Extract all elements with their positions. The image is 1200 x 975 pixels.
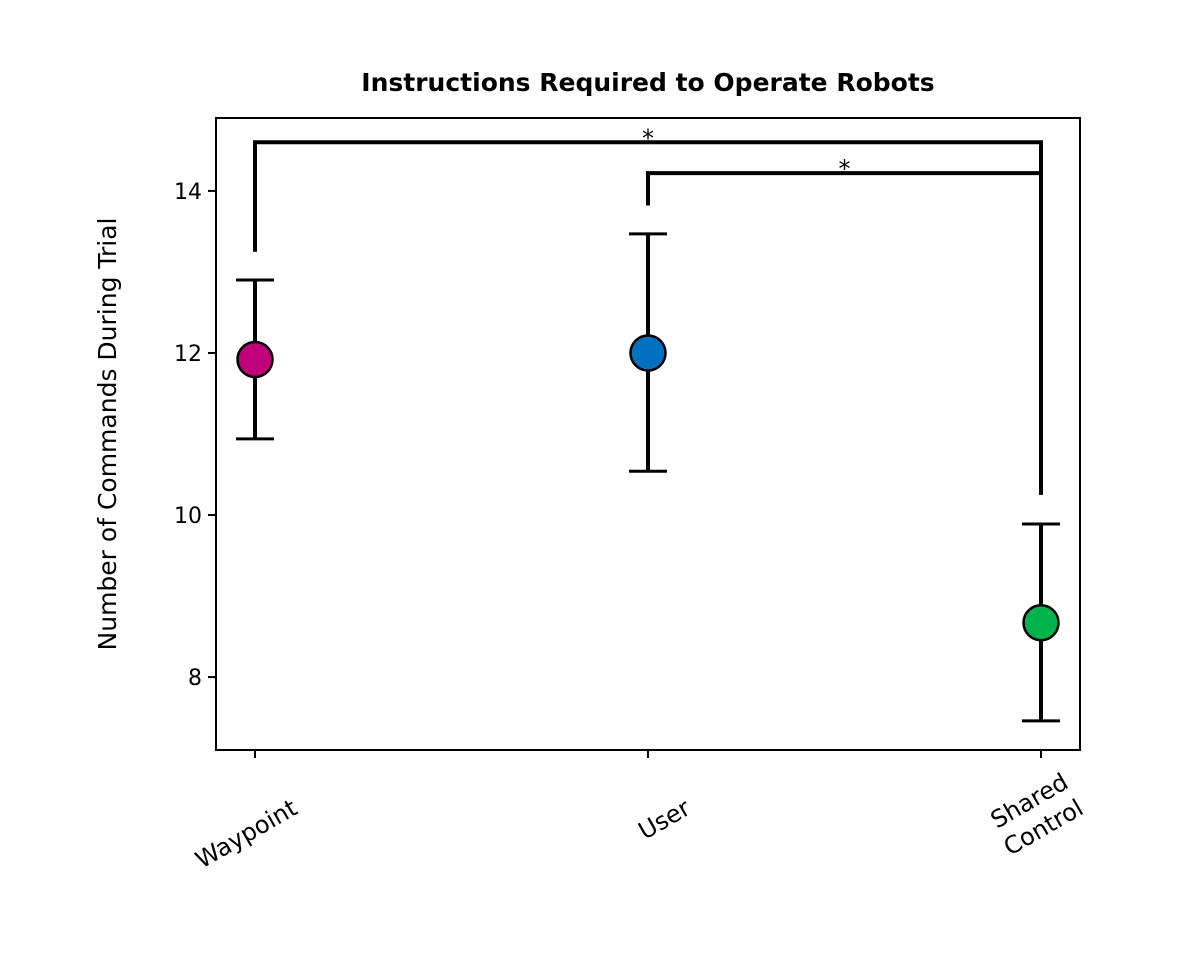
significance-bracket — [646, 171, 1043, 495]
significance-label: * — [839, 155, 851, 183]
data-point — [236, 340, 274, 379]
y-tick-label: 10 — [174, 504, 202, 529]
data-point — [1022, 604, 1060, 642]
y-axis-label: Number of Commands During Trial — [93, 218, 122, 651]
y-tick-label: 14 — [174, 180, 202, 205]
chart-title: Instructions Required to Operate Robots — [361, 68, 934, 97]
y-tick-label: 8 — [188, 666, 202, 691]
data-point — [629, 334, 667, 372]
plot-frame — [215, 117, 1081, 751]
significance-label: * — [642, 124, 654, 152]
y-tick-label: 12 — [174, 342, 202, 367]
